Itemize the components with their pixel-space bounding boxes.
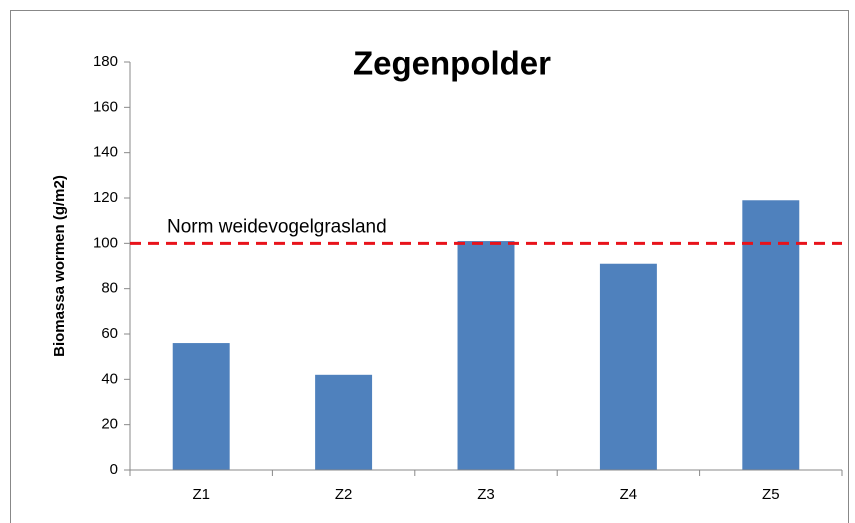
y-tick-label: 100	[93, 234, 118, 251]
reference-line-label: Norm weidevogelgrasland	[167, 216, 387, 237]
chart-frame	[10, 10, 849, 523]
y-tick-label: 120	[93, 189, 118, 206]
y-tick-label: 80	[101, 280, 118, 297]
chart-title: Zegenpolder	[353, 45, 551, 82]
y-axis-label: Biomassa wormen (g/m2)	[51, 175, 68, 357]
x-tick-label: Z1	[192, 486, 210, 503]
y-tick-label: 140	[93, 144, 118, 161]
bar	[742, 200, 800, 470]
x-tick-label: Z5	[762, 486, 780, 503]
bar	[172, 343, 230, 470]
y-tick-label: 40	[101, 370, 118, 387]
y-tick-label: 160	[93, 98, 118, 115]
bar	[457, 241, 515, 470]
y-tick-label: 20	[101, 416, 118, 433]
x-tick-label: Z4	[620, 486, 638, 503]
bar	[315, 374, 373, 470]
bar	[599, 263, 657, 470]
x-tick-label: Z2	[335, 486, 353, 503]
y-tick-label: 60	[101, 325, 118, 342]
y-tick-label: 0	[110, 461, 118, 478]
x-tick-label: Z3	[477, 486, 495, 503]
y-tick-label: 180	[93, 53, 118, 70]
